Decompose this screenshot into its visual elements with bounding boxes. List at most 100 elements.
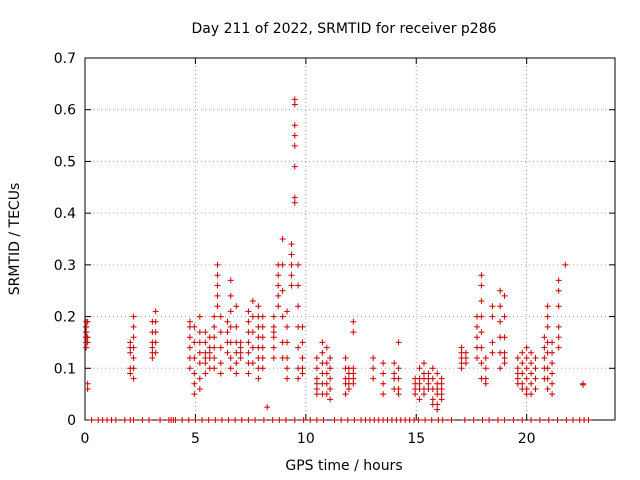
y-tick-label: 0.2 — [54, 310, 76, 326]
data-point — [217, 344, 224, 351]
data-point — [259, 313, 266, 320]
data-point — [501, 292, 508, 299]
data-point — [291, 122, 298, 129]
data-point — [327, 375, 334, 382]
data-point — [327, 354, 334, 361]
x-tick-label: 15 — [407, 431, 425, 447]
y-tick-label: 0.7 — [54, 51, 76, 67]
data-point — [269, 417, 276, 423]
data-point — [519, 370, 526, 377]
data-point — [179, 417, 186, 423]
data-point — [313, 417, 320, 423]
data-point — [233, 370, 240, 377]
data-point — [196, 349, 203, 356]
data-point — [528, 417, 535, 423]
data-point — [482, 354, 489, 361]
data-point — [299, 354, 306, 361]
data-point — [84, 385, 91, 392]
x-tick-label: 0 — [81, 431, 90, 447]
data-point — [288, 272, 295, 279]
data-point — [217, 329, 224, 336]
data-point — [429, 375, 436, 382]
data-point — [279, 287, 286, 294]
data-point — [570, 417, 577, 423]
data-point — [196, 313, 203, 320]
data-point — [227, 365, 234, 372]
data-point — [350, 380, 357, 387]
data-point — [350, 375, 357, 382]
data-point — [350, 329, 357, 336]
data-point — [528, 380, 535, 387]
data-point — [501, 313, 508, 320]
data-point — [191, 323, 198, 330]
data-point — [279, 261, 286, 268]
data-point — [462, 349, 469, 356]
data-point — [130, 417, 137, 423]
data-point — [284, 365, 291, 372]
data-point — [555, 287, 562, 294]
data-point — [152, 329, 159, 336]
data-point — [323, 370, 330, 377]
data-point — [83, 323, 90, 330]
data-point — [276, 417, 283, 423]
data-point — [549, 391, 556, 398]
data-point — [186, 334, 193, 341]
data-point — [245, 370, 252, 377]
data-point — [288, 251, 295, 258]
data-point — [541, 344, 548, 351]
data-point — [497, 303, 504, 310]
x-axis-label: GPS time / hours — [285, 458, 402, 474]
data-point — [259, 334, 266, 341]
data-point — [214, 282, 221, 289]
data-point — [275, 272, 282, 279]
data-point — [152, 349, 159, 356]
data-point — [227, 292, 234, 299]
data-point — [245, 417, 252, 423]
data-point — [351, 417, 358, 423]
data-point — [497, 365, 504, 372]
data-point — [549, 360, 556, 367]
data-point — [227, 354, 234, 361]
data-point — [275, 303, 282, 310]
data-point — [519, 417, 526, 423]
data-point — [270, 329, 277, 336]
data-point — [434, 406, 441, 413]
data-point — [489, 339, 496, 346]
data-point — [544, 313, 551, 320]
data-point — [501, 349, 508, 356]
data-point — [434, 401, 441, 408]
data-point — [528, 349, 535, 356]
data-point — [479, 417, 486, 423]
data-point — [544, 375, 551, 382]
data-point — [152, 318, 159, 325]
data-point — [127, 349, 134, 356]
data-point — [523, 354, 530, 361]
data-point — [146, 417, 153, 423]
x-tick-labels: 0 5 10 15 20 — [81, 431, 536, 447]
data-point — [434, 370, 441, 377]
data-point — [252, 417, 259, 423]
data-point — [473, 334, 480, 341]
data-point — [489, 303, 496, 310]
data-point — [422, 417, 429, 423]
data-point — [544, 365, 551, 372]
data-point — [270, 354, 277, 361]
data-point — [127, 370, 134, 377]
data-point — [541, 334, 548, 341]
data-point — [478, 282, 485, 289]
data-point — [323, 380, 330, 387]
data-point — [514, 354, 521, 361]
data-point — [528, 360, 535, 367]
data-point — [541, 354, 548, 361]
data-point — [237, 349, 244, 356]
data-point — [249, 360, 256, 367]
data-point — [478, 313, 485, 320]
data-point — [288, 261, 295, 268]
data-point — [238, 417, 245, 423]
data-point — [313, 391, 320, 398]
data-point — [482, 365, 489, 372]
data-point — [249, 329, 256, 336]
data-point — [380, 360, 387, 367]
data-point — [478, 272, 485, 279]
data-point — [563, 417, 570, 423]
